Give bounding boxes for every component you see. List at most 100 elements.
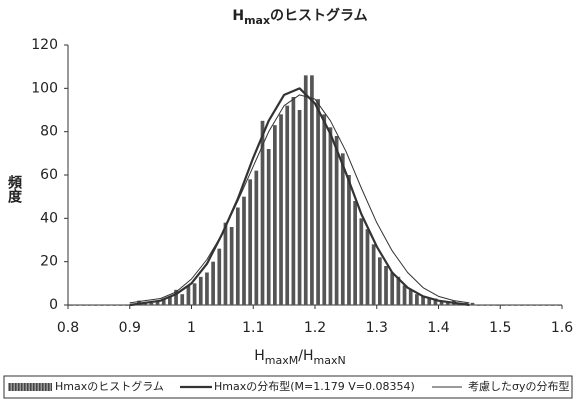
bar bbox=[470, 302, 475, 305]
legend-label: Hmaxの分布型(M=1.179 V=0.08354) bbox=[214, 379, 415, 393]
bar bbox=[303, 75, 308, 305]
bar bbox=[489, 305, 493, 306]
x-tick-label: 1.2 bbox=[304, 320, 326, 336]
bar bbox=[118, 305, 123, 306]
bar bbox=[248, 179, 253, 305]
bar bbox=[390, 272, 395, 305]
bar bbox=[353, 201, 357, 305]
y-axis-label: 頻度 bbox=[6, 174, 22, 204]
bar bbox=[174, 289, 178, 305]
bar bbox=[427, 298, 432, 305]
bar bbox=[297, 110, 302, 305]
bar bbox=[550, 305, 555, 306]
curve bbox=[129, 87, 470, 307]
bar bbox=[93, 305, 98, 306]
x-tick-label: 0.8 bbox=[57, 320, 79, 336]
bar bbox=[168, 296, 172, 305]
bar bbox=[235, 207, 240, 305]
bar bbox=[279, 114, 283, 305]
bar bbox=[421, 296, 425, 305]
bar bbox=[217, 248, 222, 305]
bar bbox=[433, 298, 438, 305]
bar bbox=[371, 244, 376, 305]
bar bbox=[334, 136, 339, 305]
y-tick-label: 0 bbox=[49, 297, 58, 313]
bar bbox=[192, 283, 197, 305]
bar bbox=[106, 305, 110, 306]
bar bbox=[544, 305, 549, 306]
bar bbox=[384, 266, 388, 305]
bar bbox=[75, 305, 80, 306]
bar bbox=[273, 125, 277, 306]
x-axis-label: HmaxM/HmaxN bbox=[254, 348, 345, 367]
bar bbox=[316, 99, 320, 306]
chart-title: Hmaxのヒストグラム bbox=[232, 7, 367, 27]
label-part: maxM bbox=[265, 354, 298, 367]
title-part: のヒストグラム bbox=[270, 7, 368, 24]
bar bbox=[198, 276, 203, 305]
bar bbox=[526, 305, 530, 306]
bar bbox=[149, 302, 154, 305]
bar bbox=[532, 305, 537, 306]
bar bbox=[69, 305, 73, 306]
bar bbox=[365, 229, 370, 305]
x-tick-label: 1 bbox=[187, 320, 196, 336]
legend-box bbox=[3, 375, 573, 399]
bar bbox=[328, 127, 333, 305]
bar bbox=[439, 300, 444, 305]
curve bbox=[129, 94, 470, 304]
bar bbox=[254, 170, 259, 305]
y-tick-label: 20 bbox=[40, 254, 58, 270]
bar bbox=[260, 120, 265, 305]
bar bbox=[445, 302, 450, 305]
legend-label: 考慮したσyの分布型 bbox=[468, 379, 569, 393]
legend-label: Hmaxのヒストグラム bbox=[55, 379, 164, 393]
bar bbox=[229, 227, 234, 305]
bar bbox=[415, 294, 419, 305]
bar bbox=[359, 218, 364, 305]
y-tick-label: 40 bbox=[40, 210, 58, 226]
bar bbox=[322, 114, 327, 305]
bar bbox=[81, 305, 86, 306]
bar bbox=[396, 276, 401, 305]
bar bbox=[291, 97, 296, 305]
bar bbox=[180, 294, 185, 305]
label-part: maxN bbox=[314, 354, 346, 367]
bar bbox=[242, 196, 246, 305]
bar bbox=[538, 305, 543, 306]
bar bbox=[402, 285, 407, 305]
bar bbox=[482, 305, 487, 306]
y-tick-label: 100 bbox=[31, 80, 58, 96]
y-tick-label: 120 bbox=[31, 37, 58, 53]
bar bbox=[476, 305, 481, 306]
y-tick-label: 80 bbox=[40, 124, 58, 140]
bar bbox=[211, 261, 215, 305]
bar bbox=[266, 149, 271, 305]
x-tick-label: 1.4 bbox=[427, 320, 449, 336]
y-tick-label: 60 bbox=[40, 167, 58, 183]
bar bbox=[100, 305, 104, 306]
bar bbox=[347, 175, 351, 305]
title-part: max bbox=[244, 14, 270, 27]
bar bbox=[155, 300, 160, 305]
bar bbox=[377, 257, 382, 305]
bar bbox=[501, 305, 506, 306]
x-tick-label: 1.5 bbox=[489, 320, 511, 336]
bar bbox=[161, 298, 166, 305]
bar bbox=[408, 289, 413, 305]
bar bbox=[520, 305, 524, 306]
bar bbox=[557, 305, 561, 306]
x-tick-label: 1.1 bbox=[242, 320, 264, 336]
bar bbox=[112, 305, 117, 306]
x-tick-label: 0.9 bbox=[119, 320, 141, 336]
x-tick-label: 1.3 bbox=[366, 320, 388, 336]
bar bbox=[310, 75, 314, 305]
bar bbox=[87, 305, 92, 306]
label-part: / bbox=[298, 348, 303, 364]
bar bbox=[186, 285, 191, 305]
bar bbox=[285, 105, 290, 306]
bar bbox=[495, 305, 500, 306]
legend-swatch bbox=[8, 383, 52, 391]
bar bbox=[340, 153, 345, 305]
